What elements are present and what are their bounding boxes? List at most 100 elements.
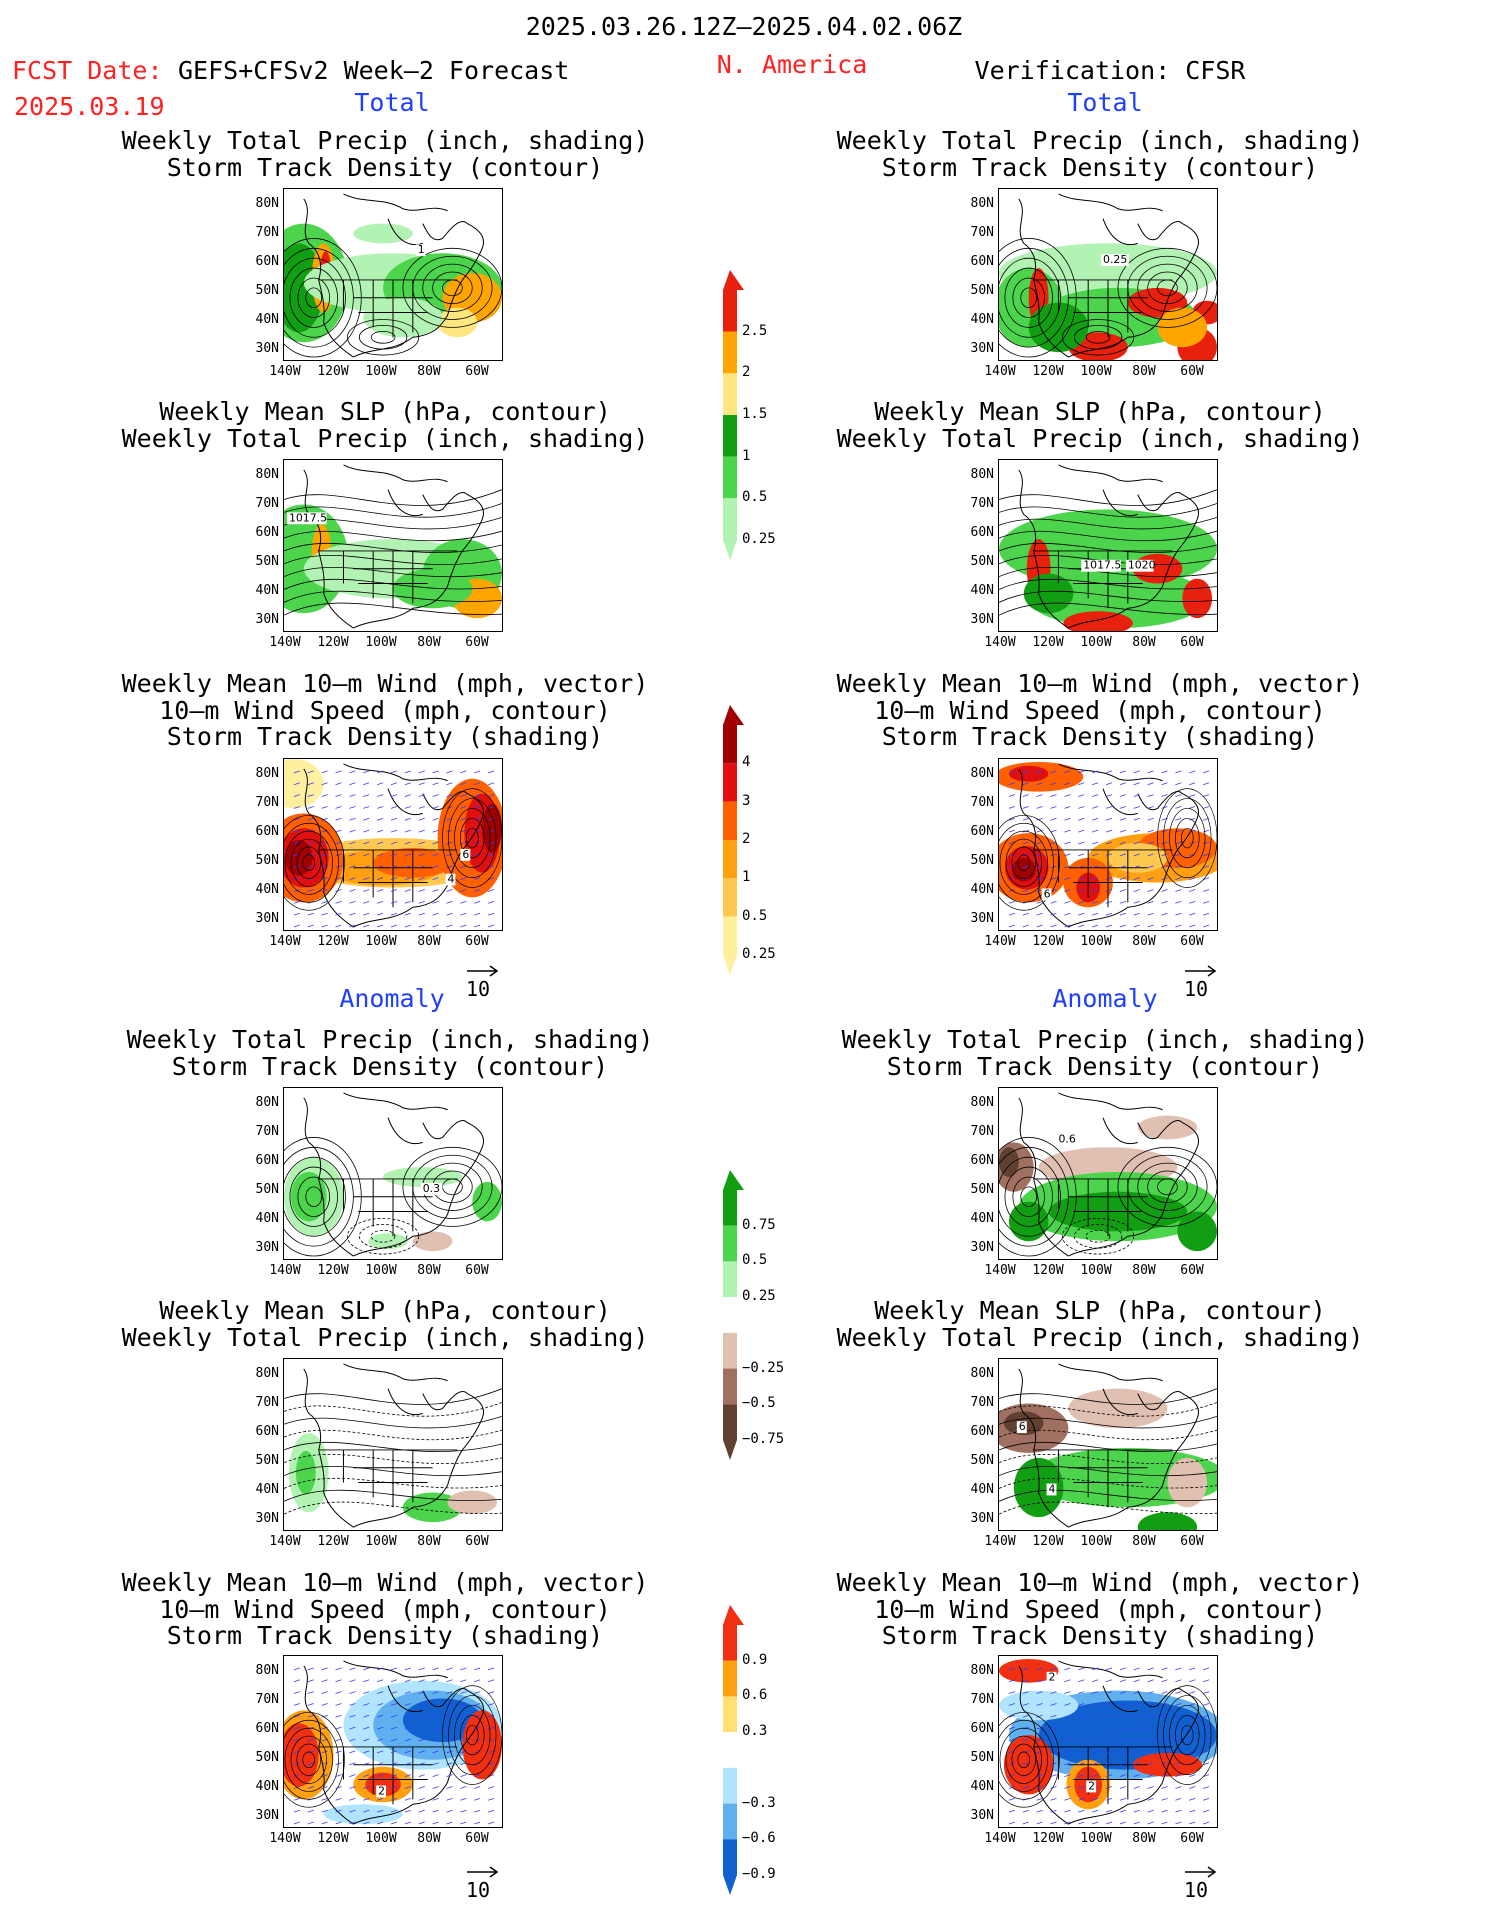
lat-tick-label: 30N (255, 1240, 279, 1255)
lon-tick-label: 120W (317, 364, 349, 379)
lon-tick-label: 140W (269, 1831, 301, 1846)
lat-tick-label: 80N (970, 1663, 994, 1678)
colorbar-precip-anom: 0.75 0.5 0.25 −0.25 −0.5 −0.75 (722, 1170, 802, 1460)
p12-title-1: Weekly Mean 10–m Wind (mph, vector) (836, 1568, 1364, 1597)
lat-tick-label: 30N (970, 1808, 994, 1823)
lon-tick-label: 120W (317, 1534, 349, 1549)
section-anomaly-left: Anomaly (339, 984, 445, 1013)
lon-tick-label: 60W (1180, 635, 1204, 650)
lat-tick-label: 30N (970, 911, 994, 926)
lon-tick-label: 80W (1132, 1831, 1156, 1846)
lat-tick-label: 70N (970, 1124, 994, 1139)
map-panel-p11: 2 (283, 1655, 503, 1828)
lon-tick-label: 80W (417, 364, 441, 379)
lat-tick-label: 60N (970, 254, 994, 269)
map-graphic: 64 (284, 759, 502, 928)
lon-tick-label: 120W (317, 1831, 349, 1846)
lon-tick-label: 60W (465, 1831, 489, 1846)
map-panel-p9 (283, 1358, 503, 1531)
colorbar-tick-label: 0.5 (742, 489, 768, 506)
p9-title-1: Weekly Mean SLP (hPa, contour) (159, 1296, 611, 1325)
lon-tick-label: 60W (465, 364, 489, 379)
p6-title-2: 10–m Wind Speed (mph, contour) (874, 696, 1326, 725)
section-total-right: Total (1067, 88, 1143, 117)
vector-ref-label: 10 (1184, 1878, 1209, 1902)
lat-tick-label: 70N (255, 1692, 279, 1707)
section-total-left: Total (354, 88, 430, 117)
lat-tick-label: 80N (970, 196, 994, 211)
p2-title-1: Weekly Total Precip (inch, shading) (836, 126, 1364, 155)
p2-title-2: Storm Track Density (contour) (881, 153, 1319, 182)
lon-tick-label: 60W (465, 1263, 489, 1278)
colorbar-storm-anom: 0.9 0.6 0.3 −0.3 −0.6 −0.9 (722, 1605, 802, 1895)
map-contour-label: 2 (378, 1784, 385, 1797)
map-contour-label: 6 (1044, 887, 1051, 900)
lat-tick-label: 60N (255, 254, 279, 269)
lat-tick-label: 30N (255, 612, 279, 627)
verification-title: Verification: CFSR (974, 56, 1246, 85)
lon-tick-label: 60W (465, 635, 489, 650)
map-panel-p1: 1 (283, 188, 503, 361)
lat-tick-label: 30N (970, 341, 994, 356)
lon-tick-label: 120W (1032, 635, 1064, 650)
colorbar-tick-label: −0.25 (742, 1359, 785, 1376)
p8-title-2: Storm Track Density (contour) (886, 1052, 1324, 1081)
map-panel-p3: 1017.5 (283, 459, 503, 632)
fcst-date-value: 2025.03.19 (14, 92, 165, 121)
lon-tick-label: 140W (984, 1534, 1016, 1549)
arrow-icon (467, 1866, 499, 1878)
lat-tick-label: 40N (970, 583, 994, 598)
lat-tick-label: 40N (255, 1211, 279, 1226)
vector-ref-label: 10 (1184, 977, 1209, 1001)
p1-title-1: Weekly Total Precip (inch, shading) (121, 126, 649, 155)
lat-tick-label: 40N (970, 1482, 994, 1497)
p11-title-2: 10–m Wind Speed (mph, contour) (159, 1595, 611, 1624)
lat-tick-label: 70N (255, 496, 279, 511)
map-contour-label: 0.3 (423, 1182, 440, 1195)
p1-title-2: Storm Track Density (contour) (166, 153, 604, 182)
colorbar-tick-label: 0.5 (742, 1252, 768, 1269)
lon-tick-label: 60W (1180, 934, 1204, 949)
colorbar-graphic (723, 705, 744, 975)
lat-tick-label: 70N (255, 1124, 279, 1139)
lat-tick-label: 80N (970, 467, 994, 482)
lon-tick-label: 100W (1080, 635, 1112, 650)
lat-tick-label: 80N (255, 1366, 279, 1381)
lat-tick-label: 50N (970, 1182, 994, 1197)
p4-title-1: Weekly Mean SLP (hPa, contour) (874, 397, 1326, 426)
lat-tick-label: 30N (255, 911, 279, 926)
lat-tick-label: 50N (970, 283, 994, 298)
lon-tick-label: 120W (1032, 1534, 1064, 1549)
lat-tick-label: 70N (255, 225, 279, 240)
colorbar-tick-label: 3 (742, 792, 751, 809)
arrow-icon (1185, 965, 1217, 977)
lat-tick-label: 60N (255, 525, 279, 540)
lon-tick-label: 120W (1032, 1263, 1064, 1278)
colorbar-tick-label: −0.75 (742, 1431, 785, 1447)
map-graphic: 6 (999, 761, 1217, 928)
lat-tick-label: 30N (970, 1240, 994, 1255)
lat-tick-label: 70N (970, 1692, 994, 1707)
lat-tick-label: 50N (970, 853, 994, 868)
colorbar-tick-label: 0.25 (742, 946, 776, 962)
lat-tick-label: 30N (255, 1808, 279, 1823)
colorbar-tick-label: 0.5 (742, 907, 768, 924)
map-contour-label: 1 (418, 243, 425, 256)
p7-title-1: Weekly Total Precip (inch, shading) (126, 1025, 654, 1054)
colorbar-tick-label: 0.25 (742, 531, 776, 547)
vector-ref-label: 10 (466, 1878, 491, 1902)
lat-tick-label: 60N (970, 1424, 994, 1439)
lat-tick-label: 60N (255, 1721, 279, 1736)
lon-tick-label: 80W (417, 635, 441, 650)
lon-tick-label: 80W (417, 1831, 441, 1846)
lon-tick-label: 140W (984, 1263, 1016, 1278)
colorbar-tick-label: −0.6 (742, 1830, 776, 1847)
lon-tick-label: 80W (1132, 1534, 1156, 1549)
colorbar-storm-total: 4 3 2 1 0.5 0.25 (722, 705, 802, 975)
lat-tick-label: 40N (970, 312, 994, 327)
lat-tick-label: 50N (970, 1750, 994, 1765)
colorbar-tick-label: 0.25 (742, 1288, 776, 1305)
colorbar-tick-label: 2 (742, 364, 751, 381)
lon-tick-label: 120W (1032, 934, 1064, 949)
